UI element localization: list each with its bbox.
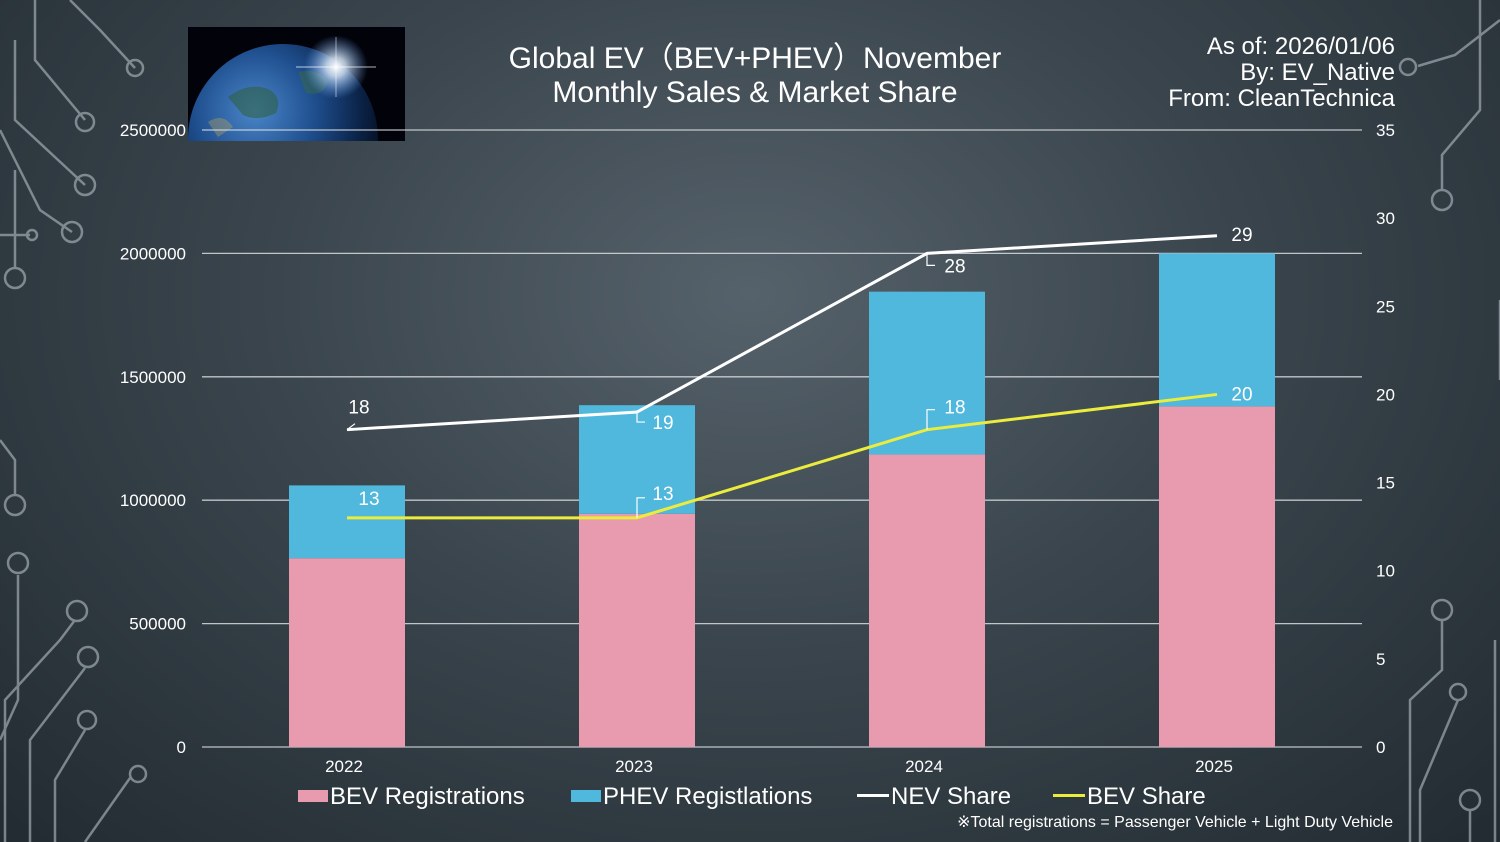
y-right-tick-label: 35 — [1376, 121, 1395, 140]
y-right-tick-label: 10 — [1376, 562, 1395, 581]
y-left-tick-label: 1500000 — [120, 368, 186, 387]
y-left-tick-label: 2000000 — [120, 244, 186, 263]
line-bev-share — [347, 392, 1218, 520]
bar-bev — [289, 558, 405, 747]
legend-swatch-bev-share — [1053, 794, 1085, 798]
legend-item-phev: PHEV Registlations — [571, 782, 812, 812]
legend-swatch-nev-share — [857, 794, 889, 798]
legend-label-bev-share: BEV Share — [1087, 783, 1206, 810]
label-leader — [636, 497, 645, 518]
data-label-bev: 13 — [652, 484, 673, 505]
y-right-tick-label: 5 — [1376, 650, 1385, 669]
data-label-nev: 18 — [348, 398, 369, 419]
footnote: ※Total registrations = Passenger Vehicle… — [957, 814, 1393, 831]
bar-bev — [579, 513, 695, 747]
earth-image — [188, 27, 405, 141]
chart-title-line-1: Global EV（BEV+PHEV）November — [508, 42, 1002, 75]
chart-title: Global EV（BEV+PHEV）November Monthly Sale… — [455, 42, 1055, 110]
earth-illustration — [188, 27, 405, 141]
label-leader — [636, 412, 645, 423]
y-right-tick-label: 20 — [1376, 385, 1395, 404]
x-tick-label: 2025 — [1195, 757, 1233, 776]
legend-label-nev-share: NEV Share — [891, 783, 1012, 810]
legend-item-nev-share: NEV Share — [857, 782, 1011, 812]
legend-label-phev: PHEV Registlations — [603, 783, 813, 810]
legend-item-bev-share: BEV Share — [1053, 782, 1206, 812]
bar-phev — [289, 485, 405, 559]
y-left-tick-label: 0 — [177, 738, 186, 757]
y-right-tick-label: 15 — [1376, 474, 1395, 493]
data-label-bev: 18 — [944, 398, 965, 419]
label-leader — [346, 423, 356, 431]
legend-swatch-phev — [571, 789, 601, 802]
bar-phev — [1159, 253, 1275, 407]
data-label-nev: 19 — [652, 413, 673, 434]
as-of-date: As of: 2026/01/06 — [1206, 33, 1395, 60]
y-left-tick-label: 2500000 — [120, 121, 186, 140]
y-left-tick-label: 500000 — [129, 615, 186, 634]
data-label-nev: 29 — [1231, 225, 1252, 246]
bar-bev — [1159, 406, 1275, 747]
x-tick-label: 2022 — [325, 757, 363, 776]
label-leader — [926, 409, 935, 430]
legend-item-bev: BEV Registrations — [298, 782, 525, 812]
source: From: CleanTechnica — [1168, 85, 1395, 112]
y-left-tick-label: 1000000 — [120, 491, 186, 510]
bar-phev — [579, 405, 695, 514]
y-right-tick-label: 30 — [1376, 209, 1395, 228]
legend-swatch-bev — [298, 789, 328, 802]
line-nev-share — [346, 234, 1218, 432]
bar-bev — [869, 454, 985, 747]
y-right-tick-label: 0 — [1376, 738, 1385, 757]
legend-label-bev: BEV Registrations — [330, 783, 525, 810]
data-label-nev: 28 — [944, 256, 965, 277]
label-leader — [926, 253, 935, 266]
legend: BEV Registrations PHEV Registlations NEV… — [0, 782, 1500, 812]
data-label-bev: 20 — [1231, 384, 1252, 405]
data-label-bev: 13 — [358, 489, 379, 510]
source-info: As of: 2026/01/06 By: EV_Native From: Cl… — [1168, 34, 1395, 112]
x-tick-label: 2024 — [905, 757, 943, 776]
chart-title-line-2: Monthly Sales & Market Share — [552, 76, 958, 109]
y-right-tick-label: 25 — [1376, 297, 1395, 316]
author: By: EV_Native — [1240, 59, 1395, 86]
x-tick-label: 2023 — [615, 757, 653, 776]
